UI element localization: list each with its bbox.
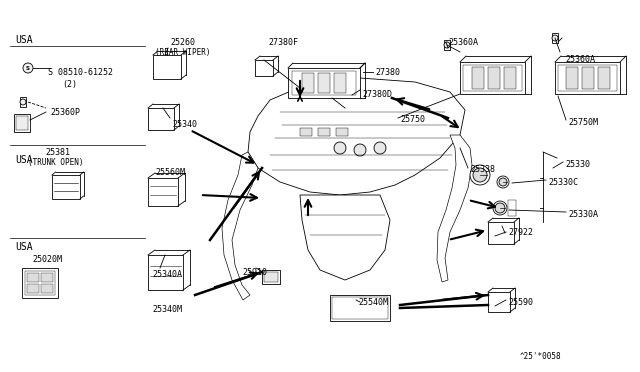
Text: USA: USA [15, 155, 33, 165]
Text: 25540M: 25540M [358, 298, 388, 307]
Bar [488, 222, 514, 244]
Bar [41, 273, 53, 282]
Circle shape [444, 42, 450, 48]
Bar [292, 71, 356, 95]
Circle shape [552, 35, 558, 41]
Bar [264, 272, 278, 282]
Bar [558, 65, 617, 91]
Bar [508, 200, 516, 216]
PathPatch shape [222, 152, 258, 300]
Text: S 08510-61252: S 08510-61252 [48, 68, 113, 77]
Text: 25260: 25260 [170, 38, 195, 47]
Circle shape [499, 178, 507, 186]
Bar [555, 62, 620, 94]
Circle shape [356, 304, 364, 312]
Text: 25910: 25910 [242, 268, 267, 277]
Text: S: S [26, 65, 30, 71]
PathPatch shape [437, 135, 472, 282]
Circle shape [374, 142, 386, 154]
Circle shape [23, 63, 33, 73]
Bar [148, 178, 178, 206]
Bar [16, 116, 28, 130]
Text: (TRUNK OPEN): (TRUNK OPEN) [28, 158, 83, 167]
Bar [332, 297, 388, 319]
Text: 25590: 25590 [508, 298, 533, 307]
Bar [153, 55, 181, 79]
Circle shape [348, 296, 372, 320]
Text: 25360A: 25360A [448, 38, 478, 47]
Circle shape [334, 142, 346, 154]
Bar [334, 73, 346, 93]
Bar [488, 292, 510, 312]
Bar [552, 33, 558, 43]
Text: 25750: 25750 [400, 115, 425, 124]
Text: USA: USA [15, 35, 33, 45]
Text: 25020M: 25020M [32, 255, 62, 264]
Circle shape [20, 99, 26, 105]
Circle shape [352, 300, 368, 316]
Text: 25330C: 25330C [548, 178, 578, 187]
Text: (REAR WIPER): (REAR WIPER) [155, 48, 211, 57]
Text: 27922: 27922 [508, 228, 533, 237]
Bar [148, 108, 174, 130]
Circle shape [470, 165, 490, 185]
Bar [255, 60, 273, 76]
Bar [27, 284, 39, 293]
Circle shape [354, 144, 366, 156]
Bar [300, 128, 312, 136]
Bar [22, 268, 58, 298]
Bar [52, 175, 80, 199]
Text: 27380: 27380 [375, 68, 400, 77]
Bar [566, 67, 578, 89]
Circle shape [495, 203, 505, 213]
Text: 25340: 25340 [172, 120, 197, 129]
Text: 27380F: 27380F [268, 38, 298, 47]
Bar [302, 73, 314, 93]
Bar [148, 255, 183, 290]
Bar [460, 62, 525, 94]
Text: 27380D: 27380D [362, 90, 392, 99]
Text: 25360A: 25360A [565, 55, 595, 64]
Text: 25340A: 25340A [152, 270, 182, 279]
Text: 25338: 25338 [470, 165, 495, 174]
Text: 25750M: 25750M [568, 118, 598, 127]
Bar [336, 128, 348, 136]
Bar [20, 97, 26, 107]
Text: 25330: 25330 [565, 160, 590, 169]
Bar [504, 67, 516, 89]
Bar [25, 271, 55, 295]
Text: 25381: 25381 [45, 148, 70, 157]
Bar [14, 114, 30, 132]
PathPatch shape [300, 195, 390, 280]
Circle shape [473, 168, 487, 182]
Text: USA: USA [15, 242, 33, 252]
Bar [598, 67, 610, 89]
Circle shape [497, 176, 509, 188]
Text: ^25'*0058: ^25'*0058 [520, 352, 562, 361]
Text: 25360P: 25360P [50, 108, 80, 117]
Text: 25560M: 25560M [155, 168, 185, 177]
Bar [262, 270, 280, 284]
Bar [472, 67, 484, 89]
Circle shape [493, 201, 507, 215]
Bar [582, 67, 594, 89]
Bar [318, 128, 330, 136]
Text: (2): (2) [62, 80, 77, 89]
Bar [330, 295, 390, 321]
Bar [288, 68, 360, 98]
Bar [444, 40, 450, 50]
Bar [463, 65, 522, 91]
Bar [41, 284, 53, 293]
Text: 25330A: 25330A [568, 210, 598, 219]
Bar [488, 67, 500, 89]
PathPatch shape [248, 78, 465, 195]
Bar [318, 73, 330, 93]
Text: 25340M: 25340M [152, 305, 182, 314]
Bar [27, 273, 39, 282]
